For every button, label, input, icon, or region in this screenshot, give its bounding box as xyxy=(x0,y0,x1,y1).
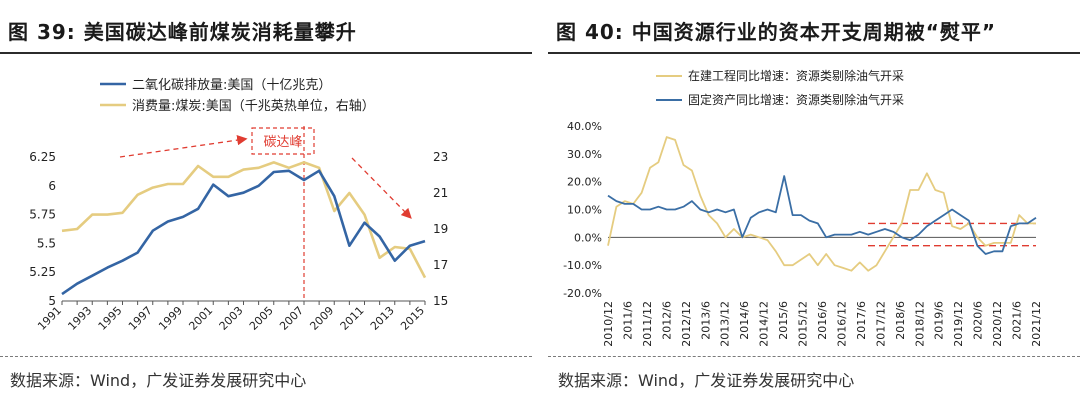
figure-title: 图 40: 中国资源行业的资本开支周期被“熨平” xyxy=(556,16,996,45)
y-tick-label: -20.0% xyxy=(563,287,602,300)
x-tick-label: 2016/12 xyxy=(835,301,848,347)
y-tick-label-left: 5.75 xyxy=(29,208,56,222)
figure-panel-39: 图 39: 美国碳达峰前煤炭消耗量攀升 6.25 6 5.75 5.5 5.25 5 23 2… xyxy=(0,0,532,403)
x-tick-label: 1995 xyxy=(96,304,125,333)
x-tick-label: 2011/6 xyxy=(621,301,634,340)
legend-label: 二氧化碳排放量:美国（十亿兆克） xyxy=(132,78,331,93)
chart-capex-cycle: 40.0% 30.0% 20.0% 10.0% 0.0% -10.0% -20.0%2010… xyxy=(563,68,1043,347)
x-tick-label: 2011/12 xyxy=(641,301,654,347)
x-tick-label: 2015/12 xyxy=(797,301,810,347)
x-tick-label: 2013 xyxy=(368,304,397,333)
x-tick-label: 2018/6 xyxy=(894,301,907,340)
x-tick-label: 2016/6 xyxy=(816,301,829,340)
x-tick-label: 2013/6 xyxy=(699,301,712,340)
data-source: 数据来源：Wind，广发证券发展研究中心 xyxy=(10,371,307,390)
x-tick-label: 2020/12 xyxy=(991,301,1004,347)
legend-label: 在建工程同比增速：资源类剔除油气开采 xyxy=(688,68,904,83)
x-tick-label: 2010/12 xyxy=(602,301,615,347)
series-line-co2-emissions xyxy=(61,169,426,296)
figure-panel-40: 图 40: 中国资源行业的资本开支周期被“熨平” 40.0% 30.0% 20.0%… xyxy=(548,0,1080,403)
peak-label-box xyxy=(251,127,315,155)
x-tick-label: 2003 xyxy=(217,304,246,333)
x-tick-label: 2014/12 xyxy=(758,301,771,347)
y-tick-label-left: 6 xyxy=(48,179,56,193)
y-tick-label-right: 23 xyxy=(433,150,448,164)
y-tick-label-right: 19 xyxy=(433,222,448,236)
y-tick-label-left: 5 xyxy=(48,294,56,308)
x-tick-label: 2005 xyxy=(247,304,276,333)
x-tick-label: 2017/12 xyxy=(874,301,887,347)
series-line-construction-in-progress xyxy=(607,136,1036,272)
title-rule xyxy=(548,52,1080,54)
x-tick-label: 2015 xyxy=(398,304,427,333)
x-tick-label: 2011 xyxy=(338,304,367,333)
x-tick-label: 2013/12 xyxy=(719,301,732,347)
figure-caption: 美国碳达峰前煤炭消耗量攀升 xyxy=(83,20,357,44)
y-tick-label: 40.0% xyxy=(567,120,602,133)
x-tick-label: 1993 xyxy=(65,304,94,333)
x-tick-label: 2019/6 xyxy=(933,301,946,340)
y-tick-label: 20.0% xyxy=(567,176,602,189)
x-tick-label: 2001 xyxy=(186,304,215,333)
peak-label: 碳达峰 xyxy=(263,135,302,150)
title-rule xyxy=(0,52,532,54)
figure-number: 图 40: xyxy=(556,20,624,44)
legend-label: 固定资产同比增速：资源类剔除油气开采 xyxy=(688,92,904,107)
source-rule xyxy=(548,356,1080,357)
x-tick-label: 2012/6 xyxy=(660,301,673,340)
x-tick-label: 1991 xyxy=(35,304,64,333)
y-tick-label: 0.0% xyxy=(574,231,602,244)
y-tick-label-left: 6.25 xyxy=(29,150,56,164)
y-tick-label-right: 17 xyxy=(433,258,448,272)
y-tick-label-right: 15 xyxy=(433,294,448,308)
trend-arrow-down xyxy=(351,157,412,219)
figure-caption: 中国资源行业的资本开支周期被“熨平” xyxy=(631,20,997,44)
x-tick-label: 2007 xyxy=(277,304,306,333)
x-tick-label: 2017/6 xyxy=(855,301,868,340)
trend-arrow-up xyxy=(119,134,248,158)
x-tick-label: 2019/12 xyxy=(952,301,965,347)
y-tick-label-left: 5.5 xyxy=(37,236,56,250)
y-tick-label-left: 5.25 xyxy=(29,265,56,279)
x-tick-label: 2021/6 xyxy=(1011,301,1024,340)
y-tick-label: 10.0% xyxy=(567,204,602,217)
y-tick-label-right: 21 xyxy=(433,186,448,200)
y-tick-label: 30.0% xyxy=(567,148,602,161)
series-line-fixed-assets xyxy=(607,175,1037,255)
series-line-coal-consumption xyxy=(61,161,427,279)
legend-label: 消费量:煤炭:美国（千兆英热单位，右轴） xyxy=(132,99,375,114)
x-tick-label: 2012/12 xyxy=(680,301,693,347)
x-tick-label: 2015/6 xyxy=(777,301,790,340)
figure-number: 图 39: xyxy=(8,20,76,44)
source-rule xyxy=(0,356,532,357)
x-tick-label: 1999 xyxy=(156,304,185,333)
x-tick-label: 2018/12 xyxy=(913,301,926,347)
x-tick-label: 2020/6 xyxy=(972,301,985,340)
x-tick-label: 2021/12 xyxy=(1030,301,1043,347)
x-tick-label: 2009 xyxy=(307,304,336,333)
figure-title: 图 39: 美国碳达峰前煤炭消耗量攀升 xyxy=(8,16,357,45)
x-tick-label: 1997 xyxy=(126,304,155,333)
x-tick-label: 2014/6 xyxy=(738,301,751,340)
y-tick-label: -10.0% xyxy=(563,259,602,272)
data-source: 数据来源：Wind，广发证券发展研究中心 xyxy=(558,371,855,390)
